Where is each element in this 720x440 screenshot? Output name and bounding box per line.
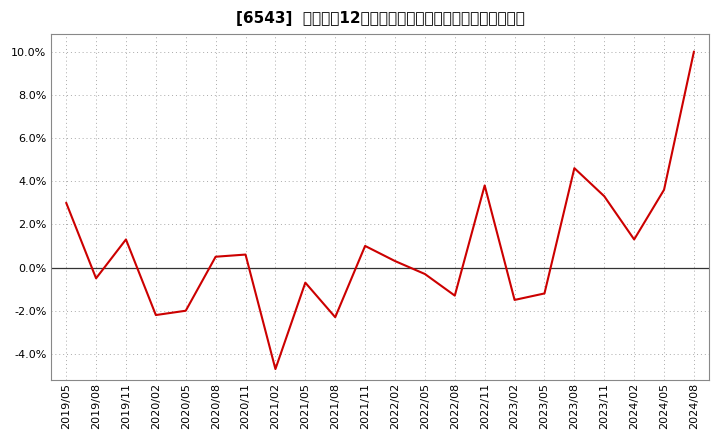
Title: [6543]  売上高の12か月移動合計の対前年同期増減率の推移: [6543] 売上高の12か月移動合計の対前年同期増減率の推移 [235,11,524,26]
